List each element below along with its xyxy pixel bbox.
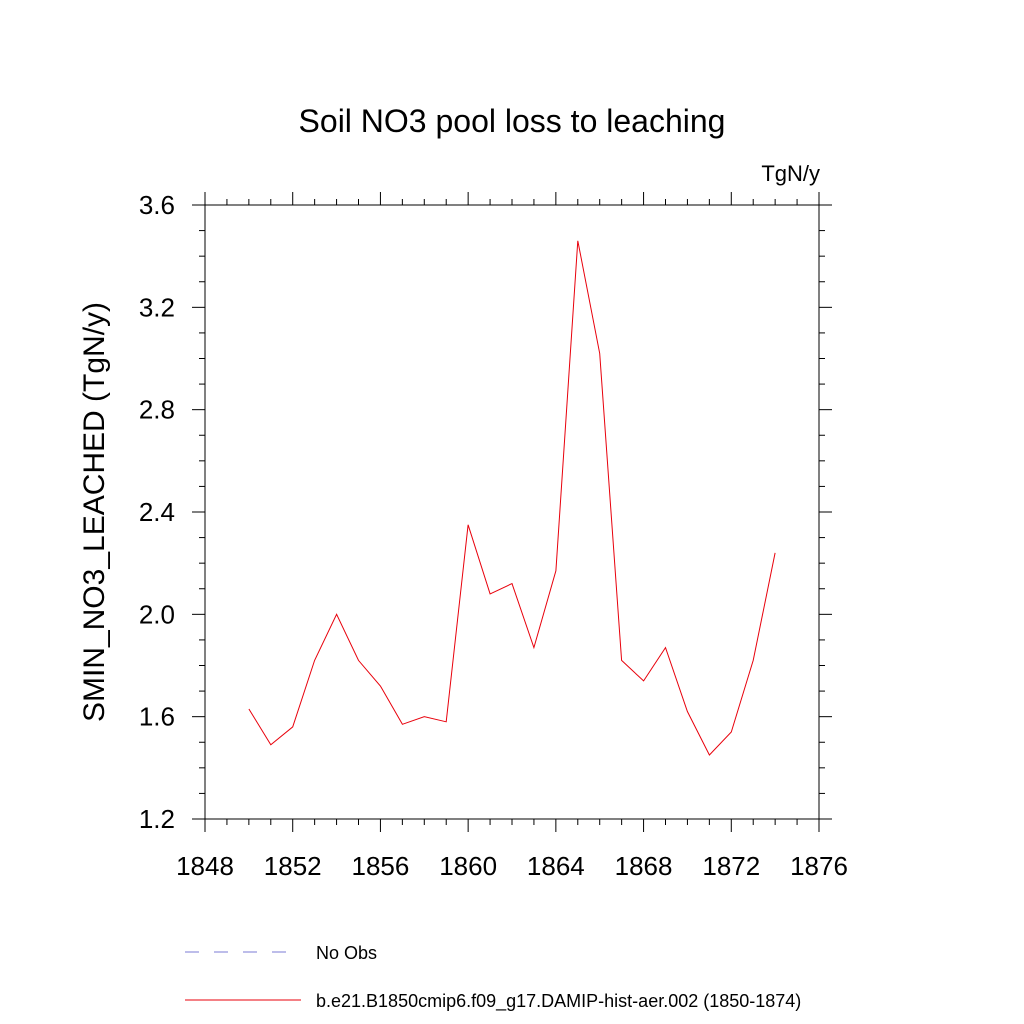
y-tick-label: 3.2 (139, 292, 175, 322)
x-tick-label: 1848 (176, 851, 234, 881)
x-tick-label: 1864 (527, 851, 585, 881)
x-tick-label: 1876 (790, 851, 848, 881)
legend-label-model: b.e21.B1850cmip6.f09_g17.DAMIP-hist-aer.… (316, 991, 801, 1012)
y-tick-label: 1.6 (139, 702, 175, 732)
legend-label-no-obs: No Obs (316, 943, 377, 963)
legend: No Obs b.e21.B1850cmip6.f09_g17.DAMIP-hi… (185, 943, 801, 1012)
major-ticks (192, 192, 832, 832)
units-label: TgN/y (761, 161, 820, 186)
tick-labels: 1848 1852 1856 1860 1864 1868 1872 1876 1.2 1.6 2.… (139, 190, 848, 881)
y-tick-label: 3.6 (139, 190, 175, 220)
minor-ticks (199, 199, 825, 825)
y-tick-label: 1.2 (139, 804, 175, 834)
series-line (248, 240, 776, 756)
x-tick-label: 1860 (439, 851, 497, 881)
x-tick-label: 1856 (352, 851, 410, 881)
y-tick-label: 2.0 (139, 599, 175, 629)
y-tick-label: 2.8 (139, 395, 175, 425)
y-tick-label: 2.4 (139, 497, 175, 527)
x-tick-label: 1872 (702, 851, 760, 881)
chart-title: Soil NO3 pool loss to leaching (299, 103, 726, 139)
y-axis-label: SMIN_NO3_LEACHED (TgN/y) (78, 302, 111, 722)
x-tick-label: 1852 (264, 851, 322, 881)
x-tick-label: 1868 (615, 851, 673, 881)
plot-frame (204, 204, 820, 820)
